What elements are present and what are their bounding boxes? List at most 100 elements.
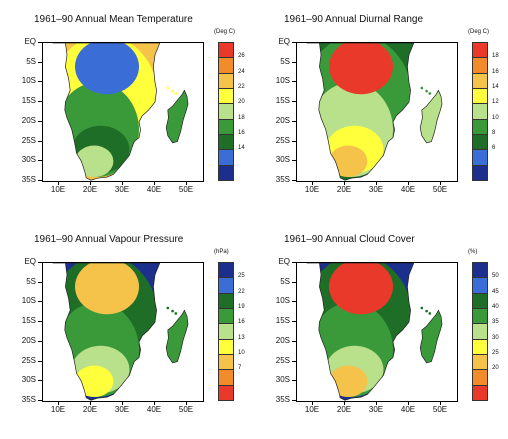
latitude-tick-label: 5S xyxy=(26,56,36,66)
longitude-tick xyxy=(90,401,91,405)
latitude-tick xyxy=(292,380,296,382)
longitude-tick-label: 40E xyxy=(400,185,416,194)
latitude-tick xyxy=(292,160,296,162)
colorbar-swatch xyxy=(218,118,234,135)
panel-diurnal-range: 1961–90 Annual Diurnal Range (Deg C) EQ 5… xyxy=(254,0,508,219)
latitude-tick xyxy=(292,101,296,103)
longitude-tick-label: 20E xyxy=(82,185,98,194)
latitude-tick xyxy=(38,340,42,342)
panel-cloud-cover: 1961–90 Annual Cloud Cover (%) EQ 5S 10S 15… xyxy=(254,220,508,439)
latitude-tick-label: 25S xyxy=(21,355,36,365)
panel-mean-temperature: 1961–90 Annual Mean Temperature (Deg C) … xyxy=(0,0,254,219)
colorbar-swatch xyxy=(218,262,234,279)
latitude-tick xyxy=(292,400,296,401)
latitude-tick-label: 10S xyxy=(21,76,36,86)
latitude-tick xyxy=(38,281,42,283)
colorbar-label: 14 xyxy=(238,145,245,152)
colorbar-label: 22 xyxy=(238,84,245,90)
comoros-island xyxy=(425,89,428,93)
latitude-tick-label: 15S xyxy=(275,96,290,106)
comoros-island xyxy=(174,312,178,315)
colorbar xyxy=(472,42,488,181)
latitude-tick-label: 10S xyxy=(275,76,290,86)
contour-region xyxy=(75,263,139,315)
colorbar-swatch xyxy=(218,72,234,89)
latitude-tick xyxy=(292,321,296,323)
longitude-tick-label: 10E xyxy=(304,185,320,194)
colorbar-swatch xyxy=(218,88,234,105)
colorbar-swatch xyxy=(218,323,234,340)
map-frame xyxy=(42,42,204,182)
comoros-island xyxy=(166,86,170,90)
comoros-island xyxy=(425,309,428,313)
colorbar-swatch xyxy=(218,134,234,151)
colorbar-label: 10 xyxy=(492,114,499,121)
latitude-tick-label: EQ xyxy=(24,37,36,46)
contour-region xyxy=(329,43,393,95)
latitude-tick-label: 20S xyxy=(21,335,36,345)
contour-region xyxy=(329,145,368,178)
longitude-tick-label: 40E xyxy=(146,185,162,194)
latitude-tick xyxy=(38,101,42,103)
colorbar-swatch xyxy=(472,164,488,181)
colorbar-swatch xyxy=(218,369,234,386)
coastline xyxy=(306,43,415,181)
colorbar-swatch xyxy=(472,292,488,309)
latitude-tick-label: 5S xyxy=(26,276,36,286)
latitude-tick-label: 35S xyxy=(21,395,36,404)
latitude-tick-label: 5S xyxy=(280,56,290,66)
map-svg xyxy=(52,43,189,181)
colorbar-swatch xyxy=(472,323,488,340)
latitude-tick-label: 25S xyxy=(275,355,290,365)
latitude-tick-label: 25S xyxy=(275,135,290,145)
latitude-tick-label: 30S xyxy=(275,155,290,165)
latitude-tick-label: 30S xyxy=(21,375,36,385)
latitude-tick-label: 15S xyxy=(275,316,290,326)
longitude-tick xyxy=(408,401,409,405)
latitude-tick xyxy=(38,380,42,382)
longitude-tick xyxy=(440,181,441,185)
map-frame xyxy=(42,262,204,402)
comoros-island xyxy=(428,92,432,95)
longitude-tick xyxy=(376,401,377,405)
colorbar-swatch xyxy=(218,354,234,371)
comoros-island xyxy=(428,312,432,315)
colorbar-label: 18 xyxy=(492,53,499,60)
map-frame xyxy=(296,262,458,402)
latitude-tick-label: 25S xyxy=(21,135,36,145)
colorbar-label: 12 xyxy=(492,99,499,106)
colorbar-label: 6 xyxy=(492,145,496,152)
colorbar-swatch xyxy=(472,149,488,166)
colorbar-swatch xyxy=(472,134,488,151)
coastline xyxy=(52,43,161,181)
latitude-tick-label: 20S xyxy=(275,335,290,345)
colorbar-swatch xyxy=(472,118,488,135)
colorbar-label: 19 xyxy=(238,304,245,310)
panel-title: 1961–90 Annual Vapour Pressure xyxy=(34,234,184,245)
colorbar-swatch xyxy=(218,42,234,59)
latitude-tick-label: 35S xyxy=(21,175,36,184)
panel-vapour-pressure: 1961–90 Annual Vapour Pressure (hPa) EQ 5… xyxy=(0,220,254,439)
colorbar-swatch xyxy=(218,57,234,74)
madagascar-island xyxy=(165,89,189,144)
latitude-tick-label: 30S xyxy=(21,155,36,165)
colorbar-label: 8 xyxy=(492,130,496,136)
latitude-tick xyxy=(38,262,42,263)
panel-title: 1961–90 Annual Diurnal Range xyxy=(284,14,423,25)
latitude-tick xyxy=(292,262,296,263)
longitude-tick-label: 40E xyxy=(400,405,416,414)
colorbar-label: 50 xyxy=(492,273,499,280)
colorbar-label: 45 xyxy=(492,288,499,295)
latitude-tick-label: 20S xyxy=(275,115,290,125)
longitude-tick xyxy=(122,181,123,185)
colorbar-unit: (Deg C) xyxy=(214,29,236,35)
longitude-tick-label: 30E xyxy=(114,185,130,194)
latitude-tick xyxy=(292,140,296,142)
longitude-tick xyxy=(440,401,441,405)
colorbar-swatch xyxy=(218,164,234,181)
longitude-tick-label: 30E xyxy=(368,405,384,414)
panel-title: 1961–90 Annual Mean Temperature xyxy=(34,14,193,25)
longitude-tick-label: 50E xyxy=(432,405,448,414)
colorbar-swatch xyxy=(472,262,488,279)
madagascar-island xyxy=(165,309,189,364)
